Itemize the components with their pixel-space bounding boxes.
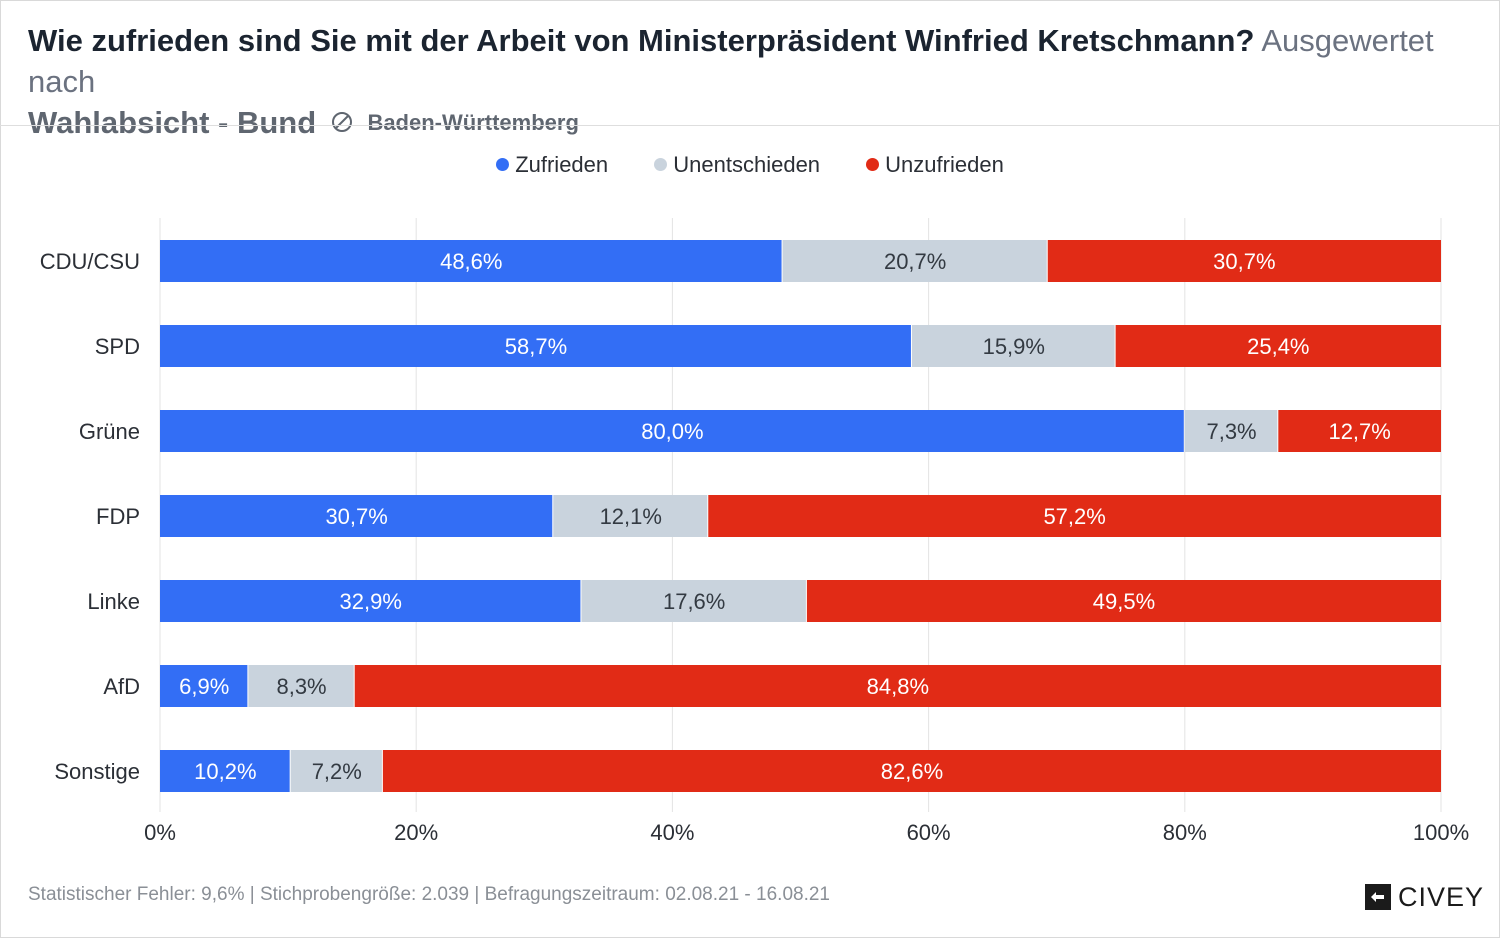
civey-logo-text: CIVEY — [1398, 881, 1485, 912]
legend-dot-unentschieden — [654, 157, 668, 171]
bar-zufrieden-3 — [160, 495, 553, 537]
legend-label-unentschieden: Unentschieden — [673, 152, 821, 178]
data-label: 80,0% — [641, 419, 703, 444]
header-divider — [0, 125, 1500, 126]
x-tick-label: 0% — [144, 820, 176, 845]
chart-legend: Zufrieden Unentschieden Unzufrieden — [0, 151, 1500, 178]
data-label: 48,6% — [440, 249, 502, 274]
data-label: 25,4% — [1247, 334, 1309, 359]
data-label: 7,3% — [1206, 419, 1256, 444]
data-label: 10,2% — [194, 759, 256, 784]
bar-zufrieden-6 — [160, 750, 290, 792]
footer-note: Statistischer Fehler: 9,6% | Stichproben… — [28, 884, 830, 905]
bar-unzufrieden-6 — [382, 750, 1441, 792]
bar-unzufrieden-0 — [1047, 240, 1441, 282]
bar-unzufrieden-4 — [806, 580, 1441, 622]
bar-unzufrieden-2 — [1278, 410, 1441, 452]
data-label: 32,9% — [340, 589, 402, 614]
data-label: 15,9% — [983, 334, 1045, 359]
x-tick-label: 60% — [907, 820, 951, 845]
data-label: 17,6% — [663, 589, 725, 614]
legend-item-unentschieden[interactable]: Unentschieden — [654, 152, 820, 178]
legend-item-unzufrieden[interactable]: Unzufrieden — [866, 152, 1004, 178]
chart-subtitle-part2: Wahlabsicht - Bund — [28, 105, 317, 140]
category-label: SPD — [95, 334, 140, 359]
legend-dot-unzufrieden — [866, 157, 880, 171]
data-label: 58,7% — [505, 334, 567, 359]
legend-label-zufrieden: Zufrieden — [515, 152, 609, 178]
category-label: Grüne — [79, 419, 140, 444]
civey-logo[interactable]: CIVEY — [1364, 880, 1484, 914]
data-label: 49,5% — [1093, 589, 1155, 614]
region-label: Baden-Württemberg — [367, 110, 579, 136]
data-label: 6,9% — [179, 674, 229, 699]
bar-unentschieden-5 — [248, 665, 354, 707]
data-label: 20,7% — [884, 249, 946, 274]
stacked-bar-chart: CDU/CSU 48,6% 20,7% 30,7% SPD 58,7% 15,9% 25,4%… — [40, 218, 1469, 845]
category-label: CDU/CSU — [40, 249, 140, 274]
bar-unentschieden-2 — [1184, 410, 1278, 452]
bar-unentschieden-1 — [911, 325, 1115, 367]
civey-logo-icon — [1365, 884, 1391, 910]
x-tick-label: 100% — [1413, 820, 1469, 845]
legend-item-zufrieden[interactable]: Zufrieden — [496, 152, 608, 178]
bar-unentschieden-0 — [782, 240, 1047, 282]
data-label: 7,2% — [312, 759, 362, 784]
legend-label-unzufrieden: Unzufrieden — [885, 152, 1004, 178]
bar-zufrieden-0 — [160, 240, 782, 282]
bar-unzufrieden-1 — [1115, 325, 1441, 367]
region-location-icon — [331, 102, 353, 143]
category-label: AfD — [103, 674, 140, 699]
category-label: Sonstige — [54, 759, 140, 784]
data-label: 8,3% — [276, 674, 326, 699]
bar-zufrieden-1 — [160, 325, 911, 367]
x-tick-label: 40% — [650, 820, 694, 845]
bar-unzufrieden-5 — [354, 665, 1441, 707]
bar-unentschieden-6 — [290, 750, 382, 792]
chart-subtitle-part1: Ausgewertet nach — [28, 23, 1434, 99]
bar-zufrieden-4 — [160, 580, 581, 622]
category-label: Linke — [87, 589, 140, 614]
category-label: FDP — [96, 504, 140, 529]
x-tick-label: 20% — [394, 820, 438, 845]
data-label: 30,7% — [325, 504, 387, 529]
bar-zufrieden-5 — [160, 665, 248, 707]
chart-title: Wie zufrieden sind Sie mit der Arbeit vo… — [28, 23, 1255, 58]
data-label: 12,1% — [600, 504, 662, 529]
data-label: 84,8% — [867, 674, 929, 699]
x-tick-label: 80% — [1163, 820, 1207, 845]
legend-dot-zufrieden — [496, 157, 510, 171]
data-label: 30,7% — [1213, 249, 1275, 274]
bar-unzufrieden-3 — [708, 495, 1441, 537]
bar-unentschieden-3 — [553, 495, 708, 537]
bar-zufrieden-2 — [160, 410, 1184, 452]
data-label: 57,2% — [1043, 504, 1105, 529]
chart-header: Wie zufrieden sind Sie mit der Arbeit vo… — [28, 20, 1468, 147]
data-label: 82,6% — [881, 759, 943, 784]
bar-unentschieden-4 — [581, 580, 806, 622]
data-label: 12,7% — [1328, 419, 1390, 444]
